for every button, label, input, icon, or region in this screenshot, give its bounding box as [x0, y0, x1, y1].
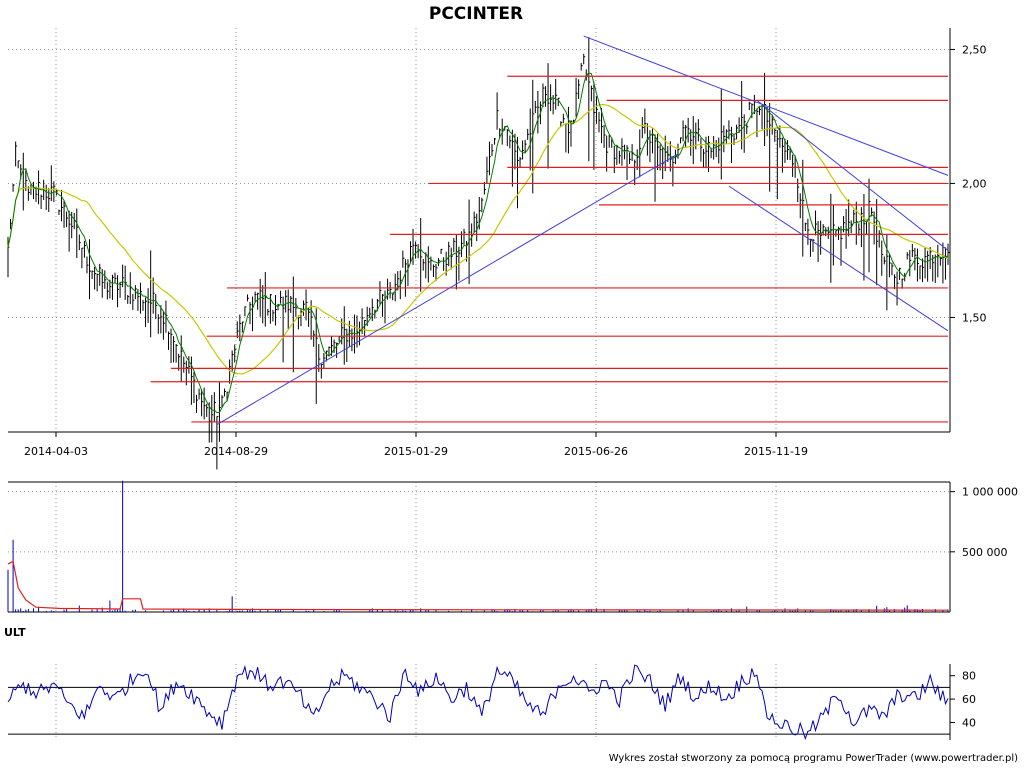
trendline-0 [216, 153, 679, 426]
trendline-2 [756, 99, 949, 251]
axes [8, 28, 951, 740]
price-y-tick-label: 1,50 [962, 311, 987, 324]
ult-grid [8, 664, 950, 740]
price-y-tick-label: 2,00 [962, 177, 987, 190]
price-y-tick-label: 2,50 [962, 43, 987, 56]
volume-y-tick-label: 1 000 000 [962, 486, 1018, 499]
ma-long-line [7, 104, 949, 375]
trendline-3 [728, 185, 949, 332]
x-tick-label: 2014-08-29 [204, 445, 268, 458]
x-tick-label: 2015-06-26 [564, 445, 628, 458]
volume-bars [7, 480, 949, 612]
ult-y-tick-label: 40 [962, 716, 976, 729]
tick-labels: 2014-04-03 2014-08-29 2015-01-29 2015-06-26… [24, 43, 1018, 729]
support-resistance-lines [150, 75, 948, 423]
x-tick-label: 2015-11-19 [744, 445, 808, 458]
x-tick-label: 2014-04-03 [24, 445, 88, 458]
x-tick-label: 2015-01-29 [384, 445, 448, 458]
ult-panel-label: ULT [4, 626, 26, 639]
volume-grid [8, 482, 950, 612]
trendline-1 [583, 35, 949, 176]
price-bars [7, 37, 950, 470]
ult-lines [7, 664, 949, 741]
trendlines [216, 35, 949, 426]
ult-line [7, 664, 949, 741]
volume-y-tick-label: 500 000 [962, 546, 1008, 559]
chart-title: PCCINTER [429, 4, 523, 24]
ult-y-tick-label: 60 [962, 693, 976, 706]
volume-ma-line [7, 560, 949, 611]
footer-credit: Wykres został stworzony za pomocą progra… [609, 753, 1018, 764]
ult-y-tick-label: 80 [962, 670, 976, 683]
moving-averages [7, 72, 949, 413]
ma-short-line [7, 72, 949, 413]
